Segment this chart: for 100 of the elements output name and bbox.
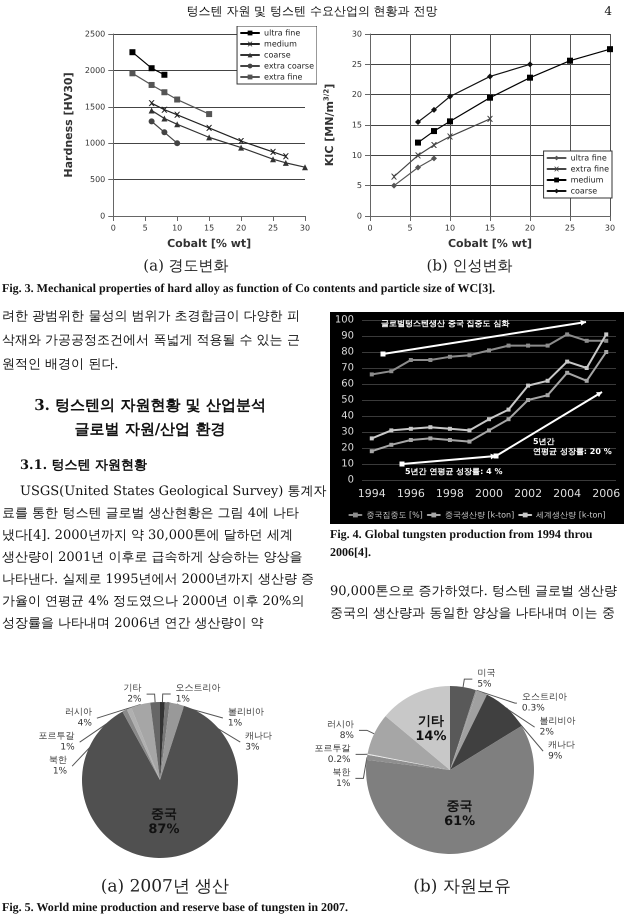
slice-label: 포르투갈 xyxy=(38,732,75,742)
text: USGS(United States Geological Survey) 통계자 xyxy=(20,484,326,500)
x-tick-label: 2002 xyxy=(514,487,542,500)
data-label: 61% xyxy=(444,814,476,829)
text: (a) 2007년 생산 xyxy=(100,876,230,896)
text: 2006[4]. xyxy=(330,545,371,560)
slice-label: 북한 xyxy=(49,756,68,766)
y-tick-label: 15 xyxy=(352,120,362,130)
y-tick-label: 5 xyxy=(356,181,362,190)
slice-label: 캐나다 xyxy=(548,740,576,751)
slice-label: 중국 xyxy=(446,798,473,814)
text: 려한 광범위한 물성의 범위가 초경합금이 다양한 피 xyxy=(2,309,300,325)
y-tick-label: 20 xyxy=(352,90,362,100)
text: 3. 텅스텐의 자원현황 및 산업분석 xyxy=(34,396,266,414)
caption: Fig. 3. Mechanical properties of hard alloy as function of Co contents and particle size of WC[3]. xyxy=(2,281,496,296)
data-label: 0.3% xyxy=(522,704,546,714)
y-tick-label: 0 xyxy=(348,474,354,486)
annotation: 5년간 연평균 성장률: 20 % xyxy=(533,437,612,456)
data-label: 1% xyxy=(336,778,351,789)
x-tick-label: 15 xyxy=(484,224,496,232)
y-tick-label: 10 xyxy=(341,458,354,470)
text: (b) 자원보유 xyxy=(413,876,511,896)
legend-label: medium xyxy=(570,176,604,184)
text: (b) 인성변화 xyxy=(426,256,513,274)
legend-label: extra fine xyxy=(264,72,303,82)
caption: Fig. 4. Global tungsten production from 1994 throu xyxy=(330,527,592,542)
text: 중국의 생산량과 동일한 양상을 나타내며 이는 중 xyxy=(330,606,615,622)
y-tick-label: 100 xyxy=(334,314,354,326)
slice-label: 중국 xyxy=(150,806,177,822)
legend-label: coarse xyxy=(570,186,598,196)
data-label: 2% xyxy=(127,694,142,705)
y-tick-label: 1000 xyxy=(84,138,106,148)
x-axis-title: Cobalt [% wt] xyxy=(167,237,252,250)
data-label: 1% xyxy=(52,766,68,777)
y-tick-label: 1500 xyxy=(84,102,106,112)
y-tick-label: 25 xyxy=(352,60,362,69)
x-tick-label: 10 xyxy=(444,224,456,232)
slice-label: 오스트리아 xyxy=(176,684,221,694)
data-label: 14% xyxy=(415,729,446,744)
x-tick-label: 10 xyxy=(172,224,182,232)
data-label: 1% xyxy=(60,742,76,753)
data-label: 9% xyxy=(548,752,563,762)
x-tick-label: 30 xyxy=(604,224,616,232)
legend-label: ultra fine xyxy=(264,28,300,38)
slice-label: 러시아 xyxy=(326,720,354,730)
x-tick-label: 20 xyxy=(236,224,246,232)
legend-label: extra coarse xyxy=(264,62,314,70)
slice-label: 캐나다 xyxy=(245,732,272,742)
y-tick-label: 30 xyxy=(341,426,354,438)
y-tick-label: 50 xyxy=(341,394,354,406)
data-label: 3% xyxy=(245,742,260,753)
legend-label: 중국생산량 [k-ton] xyxy=(444,510,514,520)
text: 가율이 연평균 4% 정도였으나 2000년 이후 20%의 xyxy=(2,594,304,610)
text: 생산량이 2001년 이후로 급속하게 상승하는 양상을 xyxy=(2,550,303,566)
data-label: 8% xyxy=(340,730,354,741)
x-tick-label: 2000 xyxy=(475,487,503,500)
slice-label: 기타 xyxy=(124,684,142,694)
data-label: 87% xyxy=(148,822,180,837)
x-tick-label: 25 xyxy=(564,224,576,232)
text: 삭재와 가공공정조건에서 폭넓게 적용될 수 있는 근 xyxy=(2,333,300,349)
slice-label: 포르투갈 xyxy=(314,744,351,754)
data-label: 2% xyxy=(540,728,554,738)
y-tick-label: 2500 xyxy=(84,30,106,38)
x-tick-label: 2006 xyxy=(592,487,620,500)
x-tick-label: 15 xyxy=(204,224,214,232)
legend-label: medium xyxy=(264,40,298,48)
caption: Fig. 5. World mine production and reserve base of tungsten in 2007. xyxy=(2,900,348,914)
legend-label: 중국집중도 [%] xyxy=(366,510,423,520)
text: 텅스텐 자원 및 텅스텐 수요산업의 현황과 전망 xyxy=(186,4,438,18)
x-tick-label: 2004 xyxy=(553,487,582,500)
annotation: 글로벌텅스텐생산 중국 집중도 심화 xyxy=(381,319,510,329)
slice-label: 볼리비아 xyxy=(540,716,576,727)
x-tick-label: 20 xyxy=(524,224,536,232)
x-axis-title: Cobalt [% wt] xyxy=(448,237,532,250)
y-tick-label: 70 xyxy=(341,362,354,374)
text: 3.1. 텅스텐 자원현황 xyxy=(20,458,148,474)
x-tick-label: 1996 xyxy=(396,487,425,500)
y-tick-label: 90 xyxy=(341,330,354,342)
y-tick-label: 30 xyxy=(352,30,362,38)
slice-label: 오스트리아 xyxy=(522,692,567,703)
text: 글로벌 자원/산업 환경 xyxy=(74,420,226,438)
legend-label: extra fine xyxy=(570,164,610,174)
legend-label: ultra fine xyxy=(570,154,607,162)
text: 원적인 배경이 된다. xyxy=(2,357,118,373)
legend-label: coarse xyxy=(264,50,291,60)
annotation: 5년간 연평균 성장률: 4 % xyxy=(405,467,502,477)
x-tick-label: 0 xyxy=(110,224,116,232)
y-tick-label: 10 xyxy=(352,150,362,160)
text: 나타낸다. 실제로 1995년에서 2000년까지 생산량 증 xyxy=(2,572,314,588)
x-tick-label: 25 xyxy=(268,224,278,232)
y-tick-label: 60 xyxy=(341,378,354,390)
slice-label: 미국 xyxy=(477,668,496,679)
x-tick-label: 5 xyxy=(142,224,148,232)
y-tick-label: 500 xyxy=(90,175,106,184)
slice-label: 북한 xyxy=(332,768,350,778)
x-tick-label: 5 xyxy=(407,224,413,232)
y-tick-label: 0 xyxy=(100,212,106,220)
text: (a) 경도변화 xyxy=(143,256,229,274)
x-tick-label: 1998 xyxy=(436,487,464,500)
data-label: 0.2% xyxy=(328,754,352,765)
